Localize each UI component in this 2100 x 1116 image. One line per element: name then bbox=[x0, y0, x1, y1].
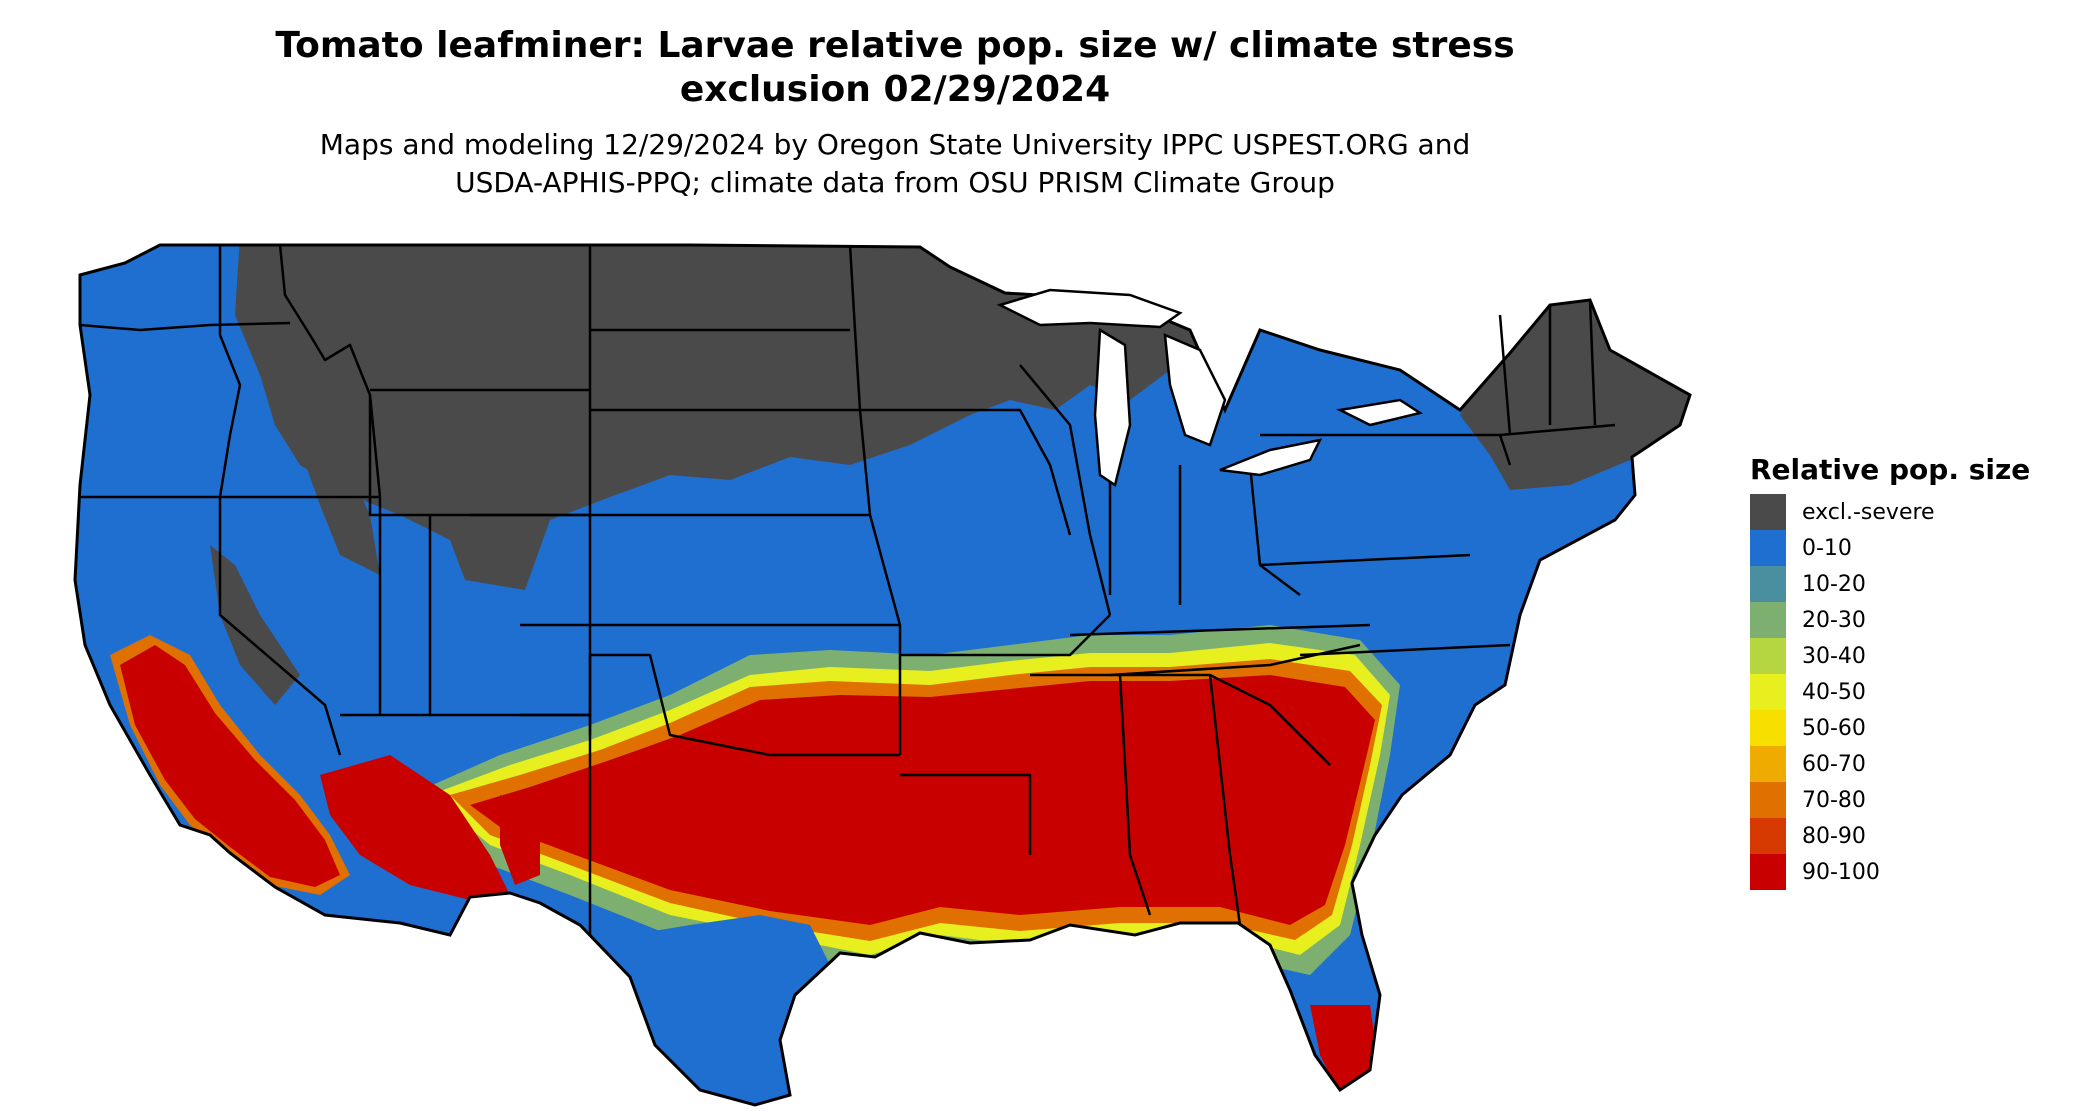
boundary-wa-id bbox=[218, 245, 242, 498]
lake-erie bbox=[1219, 438, 1323, 477]
legend-item: 30-40 bbox=[1750, 638, 2080, 674]
legend-title: Relative pop. size bbox=[1750, 453, 2031, 486]
legend-label: 70-80 bbox=[1802, 787, 1866, 813]
legend-label: 50-60 bbox=[1802, 715, 1866, 741]
legend-label: 0-10 bbox=[1802, 535, 1852, 561]
legend-swatch bbox=[1750, 638, 1786, 674]
boundary-va-nc bbox=[1299, 643, 1511, 657]
map-subtitle: Maps and modeling 12/29/2024 by Oregon S… bbox=[0, 126, 1790, 202]
legend-swatch bbox=[1750, 530, 1786, 566]
map-title: Tomato leafminer: Larvae relative pop. s… bbox=[0, 24, 1790, 112]
layer-low-texas-gulf bbox=[630, 915, 830, 1105]
great-lakes bbox=[996, 288, 1424, 488]
legend-item: 0-10 bbox=[1750, 530, 2080, 566]
boundary-pa-md bbox=[1259, 553, 1471, 567]
legend-item: 50-60 bbox=[1750, 710, 2080, 746]
legend-swatch bbox=[1750, 782, 1786, 818]
lake-michigan bbox=[1093, 327, 1132, 488]
state-boundaries bbox=[79, 244, 1616, 935]
legend-swatch bbox=[1750, 674, 1786, 710]
layer-excluded-rockies bbox=[295, 435, 380, 575]
legend-item: 10-20 bbox=[1750, 566, 2080, 602]
legend-items: excl.-severe 0-10 10-20 20-30 30-40 40-50 50-6… bbox=[1750, 494, 2080, 890]
layer-high-florida-tip bbox=[1310, 1005, 1380, 1095]
boundary-wi-il bbox=[1019, 364, 1112, 616]
legend-label: 30-40 bbox=[1802, 643, 1866, 669]
legend-item: 70-80 bbox=[1750, 782, 2080, 818]
legend-label: 90-100 bbox=[1802, 859, 1880, 885]
legend-item: 60-70 bbox=[1750, 746, 2080, 782]
boundary-ga-sc bbox=[1209, 673, 1331, 766]
legend-label: 40-50 bbox=[1802, 679, 1866, 705]
boundary-tn-ky bbox=[1069, 623, 1371, 637]
legend-item: 80-90 bbox=[1750, 818, 2080, 854]
map-subtitle-line-2: USDA-APHIS-PPQ; climate data from OSU PR… bbox=[455, 166, 1335, 199]
boundary-mo-ar bbox=[900, 614, 1111, 657]
legend-swatch bbox=[1750, 854, 1786, 890]
legend-swatch bbox=[1750, 602, 1786, 638]
legend-item: 90-100 bbox=[1750, 854, 2080, 890]
layer-high-south bbox=[470, 675, 1375, 925]
legend: Relative pop. size excl.-severe 0-10 10-20… bbox=[1750, 452, 2080, 890]
boundary-nh-me bbox=[1588, 299, 1597, 426]
boundary-ar-la bbox=[900, 773, 1032, 855]
boundary-al-ga bbox=[1120, 673, 1242, 926]
legend-label: 80-90 bbox=[1802, 823, 1866, 849]
boundary-tn-nc bbox=[1109, 643, 1361, 677]
legend-swatch bbox=[1750, 710, 1786, 746]
map-title-line-1: Tomato leafminer: Larvae relative pop. s… bbox=[275, 25, 1515, 66]
legend-swatch bbox=[1750, 494, 1786, 530]
map-subtitle-line-1: Maps and modeling 12/29/2024 by Oregon S… bbox=[319, 128, 1471, 161]
legend-label: 60-70 bbox=[1802, 751, 1866, 777]
layer-high-arizona-east bbox=[500, 795, 540, 885]
legend-item: excl.-severe bbox=[1750, 494, 2080, 530]
boundary-ia-mo bbox=[860, 408, 1072, 536]
lake-superior bbox=[996, 288, 1183, 329]
boundary-mn-ia bbox=[848, 244, 902, 755]
layer-excluded-north bbox=[235, 245, 1250, 590]
lake-ontario bbox=[1336, 398, 1424, 427]
boundary-ma-ct bbox=[1499, 423, 1616, 437]
us-map bbox=[73, 243, 1692, 1107]
heat-layers bbox=[75, 245, 1690, 1105]
map-title-line-2: exclusion 02/29/2024 bbox=[679, 69, 1111, 110]
boundary-ny-vt bbox=[1498, 314, 1512, 436]
boundary-wa-or bbox=[79, 321, 291, 332]
legend-item: 20-30 bbox=[1750, 602, 2080, 638]
us-outline bbox=[73, 243, 1692, 1107]
lake-huron bbox=[1163, 333, 1227, 447]
legend-label: 10-20 bbox=[1802, 571, 1866, 597]
legend-swatch bbox=[1750, 818, 1786, 854]
layer-high-california bbox=[120, 645, 340, 887]
boundary-ms-al bbox=[1030, 673, 1152, 916]
layer-high-arizona bbox=[320, 755, 510, 900]
legend-item: 40-50 bbox=[1750, 674, 2080, 710]
boundary-ok-tx bbox=[520, 653, 900, 757]
legend-swatch bbox=[1750, 746, 1786, 782]
legend-label: excl.-severe bbox=[1802, 499, 1935, 525]
boundary-ca-nv bbox=[218, 497, 342, 756]
legend-swatch bbox=[1750, 566, 1786, 602]
legend-label: 20-30 bbox=[1802, 607, 1866, 633]
